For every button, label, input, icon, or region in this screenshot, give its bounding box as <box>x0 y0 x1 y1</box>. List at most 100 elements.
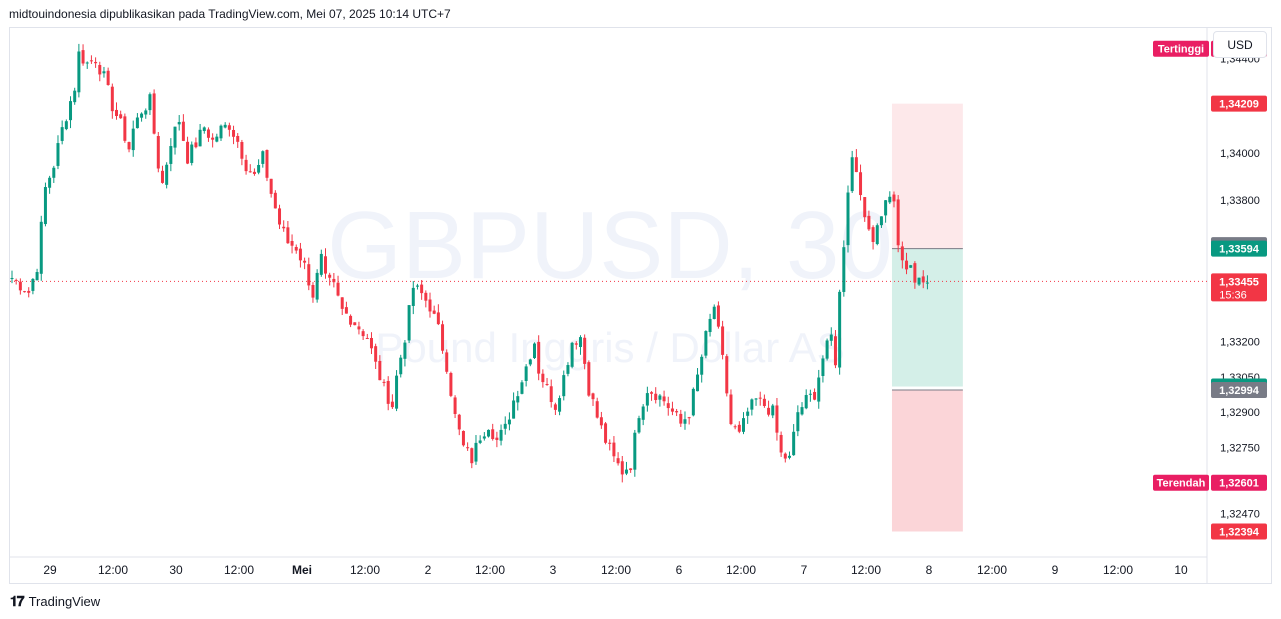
candle-body <box>758 397 762 399</box>
symbol-watermark: GBPUSD, 30 <box>327 192 893 299</box>
candle-body <box>177 122 181 125</box>
candle-body <box>35 272 39 281</box>
candle-body <box>859 172 863 196</box>
candle-body <box>925 282 929 284</box>
price-label-value: 1,33455 <box>1219 276 1259 288</box>
candle-body <box>361 331 365 337</box>
candle-body <box>821 358 825 377</box>
candle-body <box>18 281 22 291</box>
candle-body <box>792 431 796 456</box>
time-axis-tick: 12:00 <box>475 563 505 577</box>
position-stop-zone-upper <box>891 103 963 249</box>
candle-body <box>194 142 198 148</box>
candle-body <box>223 124 227 128</box>
candle-body <box>487 429 491 437</box>
time-axis-tick: 10 <box>1174 563 1188 577</box>
candle-body <box>56 143 60 166</box>
time-axis-tick: 12:00 <box>98 563 128 577</box>
candle-body <box>236 135 240 142</box>
footer: 𝟏𝟕 TradingView <box>10 593 100 610</box>
candle-body <box>85 62 89 64</box>
candle-body <box>436 312 440 325</box>
candle-body <box>566 365 570 374</box>
candle-body <box>461 430 465 446</box>
price-label-box <box>1211 382 1267 399</box>
price-axis-tick: 1,34400 <box>1220 54 1260 66</box>
candle-body <box>349 315 353 325</box>
candle-body <box>190 144 194 163</box>
candle-body <box>294 246 298 251</box>
candle-body <box>884 200 888 216</box>
candle-body <box>357 326 361 330</box>
candle-body <box>453 397 457 414</box>
candle-body <box>654 393 658 401</box>
candle-body <box>808 393 812 395</box>
candle-body <box>587 362 591 396</box>
candle-body <box>131 128 135 151</box>
candle-body <box>27 290 31 293</box>
currency-button[interactable]: USD <box>1213 31 1267 58</box>
candle-body <box>503 423 507 429</box>
price-axis-tick: 1,32900 <box>1220 407 1260 419</box>
candle-body <box>415 285 419 287</box>
candle-body <box>549 386 553 403</box>
candle-body <box>850 157 854 192</box>
candle-body <box>324 256 327 274</box>
candle-body <box>119 114 123 119</box>
price-label-tag: Terendah <box>1157 478 1206 490</box>
candle-body <box>244 159 248 172</box>
candle-body <box>43 187 47 225</box>
candle-body <box>328 274 332 278</box>
candle-body <box>156 136 160 169</box>
price-label-tag-box <box>1153 40 1209 57</box>
candle-body <box>675 411 679 413</box>
price-label-tag: Tertinggi <box>1158 44 1204 56</box>
candle-body <box>319 253 323 275</box>
footer-brand: TradingView <box>28 594 101 609</box>
candle-body <box>31 278 35 291</box>
candle-body <box>98 64 102 75</box>
candle-body <box>39 221 43 274</box>
candle-body <box>796 412 800 432</box>
candle-body <box>905 260 909 270</box>
candle-body <box>537 341 541 374</box>
candle-body <box>106 70 110 85</box>
candle-body <box>286 227 290 244</box>
price-label-value: 1,32394 <box>1219 526 1260 538</box>
candle-body <box>369 337 373 349</box>
candle-body <box>716 305 720 327</box>
candle-body <box>123 116 127 141</box>
candle-body <box>604 423 608 443</box>
candle-body <box>520 382 524 394</box>
candle-body <box>491 429 495 440</box>
candle-body <box>140 113 144 118</box>
candle-body <box>411 287 415 306</box>
candle-body <box>211 137 215 140</box>
candle-body <box>545 384 549 386</box>
candle-body <box>541 373 545 383</box>
price-label-box <box>1211 523 1267 540</box>
candle-body <box>825 340 829 359</box>
time-axis-tick: 12:00 <box>601 563 631 577</box>
candle-body <box>386 380 390 404</box>
candle-body <box>512 400 516 419</box>
candle-body <box>478 440 482 443</box>
candle-body <box>558 398 562 412</box>
publisher-header: midtouindonesia dipublikasikan pada Trad… <box>9 7 451 21</box>
candle-body <box>390 401 394 408</box>
candle-body <box>69 101 73 121</box>
candle-body <box>378 360 382 381</box>
candle-body <box>591 393 595 400</box>
candle-body <box>712 306 716 320</box>
candle-body <box>432 310 436 314</box>
time-axis-tick: 2 <box>425 563 432 577</box>
candle-body <box>750 399 754 410</box>
candle-body <box>909 265 913 268</box>
candle-body <box>374 346 378 362</box>
price-label-value: 1,34209 <box>1219 99 1259 111</box>
candle-body <box>612 442 616 457</box>
candle-body <box>160 170 164 183</box>
candle-body <box>403 342 407 359</box>
position-target-zone <box>891 248 963 387</box>
